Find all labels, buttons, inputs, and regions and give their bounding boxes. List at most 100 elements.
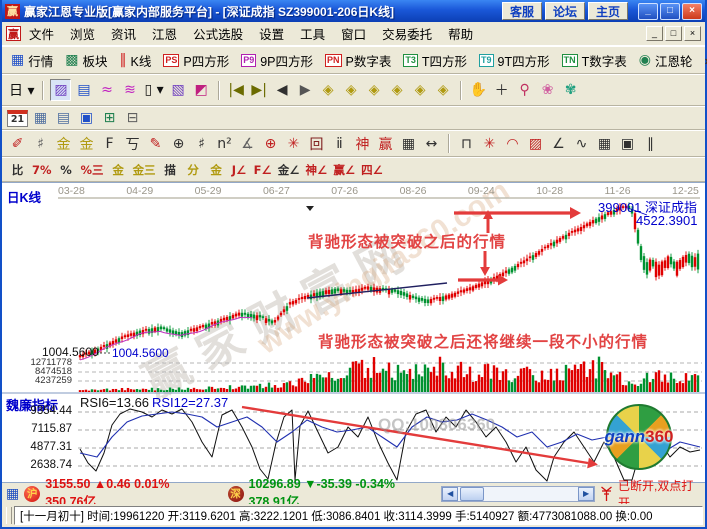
quote-grid-icon[interactable]: ▦ — [6, 485, 20, 502]
menu-item-8[interactable]: 交易委托 — [382, 28, 433, 42]
tool-zoom-out-h[interactable]: ◈ — [322, 82, 334, 98]
tool-angle-lines[interactable]: ∠ — [552, 135, 565, 152]
tool-gold-grid-1[interactable]: 金 — [56, 136, 71, 153]
menu-item-5[interactable]: 设置 — [259, 28, 285, 42]
tool-print[interactable]: ⊟ — [126, 110, 139, 126]
tool-calendar[interactable]: 21 — [7, 109, 28, 127]
tool-fan-lines[interactable]: ✳ — [483, 135, 496, 152]
toolbar-sectors[interactable]: ▩ 板块 — [61, 49, 111, 72]
tool-bars-pattern[interactable]: ⅱ — [336, 135, 343, 152]
tool-compass-tool[interactable]: ⊕ — [264, 135, 277, 152]
tool-draw-pen[interactable]: ✐ — [11, 135, 24, 152]
tool-next-bar[interactable]: ▶ — [299, 82, 311, 98]
quick-button-2[interactable]: 主页 — [587, 2, 628, 20]
tool-gold-angle[interactable]: 金∠ — [277, 162, 300, 177]
tool-zoom-in-all[interactable]: ◈ — [437, 82, 449, 98]
tool-main-chart-view[interactable]: ▨ — [50, 79, 72, 101]
tool-gold-grid-2[interactable]: 金 — [79, 136, 94, 153]
tool-hui-grid[interactable]: 回 — [309, 136, 324, 153]
tool-number-grid[interactable]: ▦ — [401, 135, 416, 152]
tool-split-tool[interactable]: 分 — [187, 162, 199, 177]
toolbar-t-number-table[interactable]: TN T数字表 — [558, 49, 631, 72]
tool-percent-three[interactable]: %三 — [80, 162, 104, 177]
quick-button-0[interactable]: 客服 — [501, 2, 542, 20]
quick-button-1[interactable]: 论坛 — [544, 2, 585, 20]
tool-dense-grid[interactable]: ▦ — [597, 135, 612, 152]
scroll-thumb[interactable] — [460, 486, 485, 501]
tool-flower-tool[interactable]: ❀ — [541, 82, 554, 98]
tool-candle-style[interactable]: ▯ ▾ — [144, 82, 164, 98]
toolbar-overflow-chevron[interactable]: » — [701, 53, 707, 68]
tool-zoom-out-all[interactable]: ◈ — [414, 82, 426, 98]
tool-angle-ruler[interactable]: ∡ — [241, 135, 254, 152]
tool-first-page[interactable]: |◀ — [228, 82, 244, 98]
tool-box-grid[interactable]: ▣ — [620, 135, 635, 152]
toolbar-p-square[interactable]: PS P四方形 — [159, 49, 233, 72]
tool-shen-angle[interactable]: 神∠ — [305, 162, 328, 177]
tool-j-angle[interactable]: J∠ — [231, 162, 247, 177]
tool-prev-bar[interactable]: ◀ — [276, 82, 288, 98]
toolbar-9p-square[interactable]: P9 9P四方形 — [237, 49, 317, 72]
toolbar-gann-wheel[interactable]: ◉ 江恩轮 — [635, 49, 697, 72]
tool-crosshair[interactable]: ＋ — [494, 83, 509, 99]
title-bar[interactable]: 赢 赢家江恩专业版[赢家内部服务平台] - [深证成指 SZ399001-206… — [2, 0, 705, 22]
mdi-restore-button[interactable]: □ — [665, 26, 682, 41]
tool-volume-ratio[interactable]: 比 — [11, 162, 24, 177]
tool-wave-count-9[interactable]: ≋ — [124, 82, 136, 98]
toolbar-9t-square[interactable]: T9 9T四方形 — [475, 49, 554, 72]
menu-item-1[interactable]: 浏览 — [70, 28, 96, 42]
indicator-label[interactable]: 魏廉指标 — [6, 398, 59, 413]
menu-item-6[interactable]: 工具 — [300, 28, 326, 42]
mdi-close-button[interactable]: × — [684, 26, 701, 41]
tool-f10-info[interactable]: ▤ — [77, 82, 91, 98]
scroll-right-button[interactable]: ▶ — [578, 486, 595, 501]
tool-gold-line[interactable]: 金 — [210, 162, 222, 177]
menu-item-7[interactable]: 窗口 — [341, 28, 367, 42]
tool-calculator[interactable]: ▦ — [33, 110, 48, 126]
tool-fibo-tool[interactable]: F — [105, 135, 114, 152]
tool-gold-three-lines[interactable]: 金三 — [132, 162, 156, 177]
tool-export[interactable]: ⊞ — [103, 110, 116, 126]
tool-zoom-in-v[interactable]: ◈ — [391, 82, 403, 98]
tool-colored-histogram[interactable]: ◩ — [194, 82, 208, 98]
tool-shaded-fan[interactable]: ▨ — [528, 135, 543, 152]
toolbar-kline[interactable]: ‖ K线 — [116, 49, 156, 72]
menu-item-9[interactable]: 帮助 — [448, 28, 474, 42]
scroll-left-button[interactable]: ◀ — [442, 486, 459, 501]
toolbar-t-square[interactable]: T3 T四方形 — [399, 49, 471, 72]
tool-gann-circle[interactable]: ⊕ — [172, 135, 185, 152]
tool-arc-tool[interactable]: ◠ — [506, 135, 519, 152]
close-button[interactable]: × — [682, 2, 702, 20]
kline-chart-area[interactable]: 赢家财富网 www.yingjia360.com 03-28 04-29 05-29… — [2, 174, 705, 483]
tool-wave-count-3[interactable]: ≈ — [101, 82, 113, 98]
tool-shen-tool[interactable]: 神 — [355, 136, 370, 153]
menu-item-2[interactable]: 资讯 — [111, 28, 137, 42]
chart-canvas[interactable] — [2, 183, 705, 483]
menu-item-0[interactable]: 文件 — [29, 28, 55, 42]
tool-notes[interactable]: ▤ — [56, 110, 71, 126]
tool-percent-7[interactable]: 7% — [32, 162, 52, 177]
tool-square-n2[interactable]: n² — [217, 135, 232, 152]
tool-magnifier[interactable]: ⚲ — [519, 82, 530, 98]
tool-gold-section[interactable]: 金 — [112, 162, 124, 177]
tool-star-tool[interactable]: ✳ — [287, 135, 300, 152]
tool-zoom-out-v[interactable]: ◈ — [368, 82, 380, 98]
tool-percent-line[interactable]: % — [60, 162, 72, 177]
tool-ying-tool[interactable]: 赢 — [378, 136, 393, 153]
tool-parallel-lines[interactable]: ∥ — [647, 135, 654, 152]
tool-pan-hand[interactable]: ✋ — [469, 82, 488, 98]
mdi-minimize-button[interactable]: _ — [646, 26, 663, 41]
toolbar-p-number-table[interactable]: PN P数字表 — [321, 49, 395, 72]
tool-save[interactable]: ▣ — [79, 110, 94, 126]
tool-period-selector-daily[interactable]: 日 ▾ — [9, 83, 35, 99]
tool-f-angle[interactable]: F∠ — [253, 162, 272, 177]
tool-rect-select[interactable]: ⊓ — [461, 135, 472, 152]
tool-ying-angle[interactable]: 赢∠ — [333, 162, 356, 177]
toolbar-quotes[interactable]: ▦ 行情 — [7, 49, 57, 72]
maximize-button[interactable]: □ — [660, 2, 680, 20]
tool-spiral-tool[interactable]: 丂 — [125, 136, 140, 153]
tool-restoration[interactable]: ▧ — [171, 82, 185, 98]
tool-marker-pen[interactable]: ✎ — [149, 135, 162, 152]
tool-measure-tool[interactable]: ↔ — [425, 135, 438, 152]
tool-price-grid[interactable]: ♯ — [198, 135, 205, 152]
